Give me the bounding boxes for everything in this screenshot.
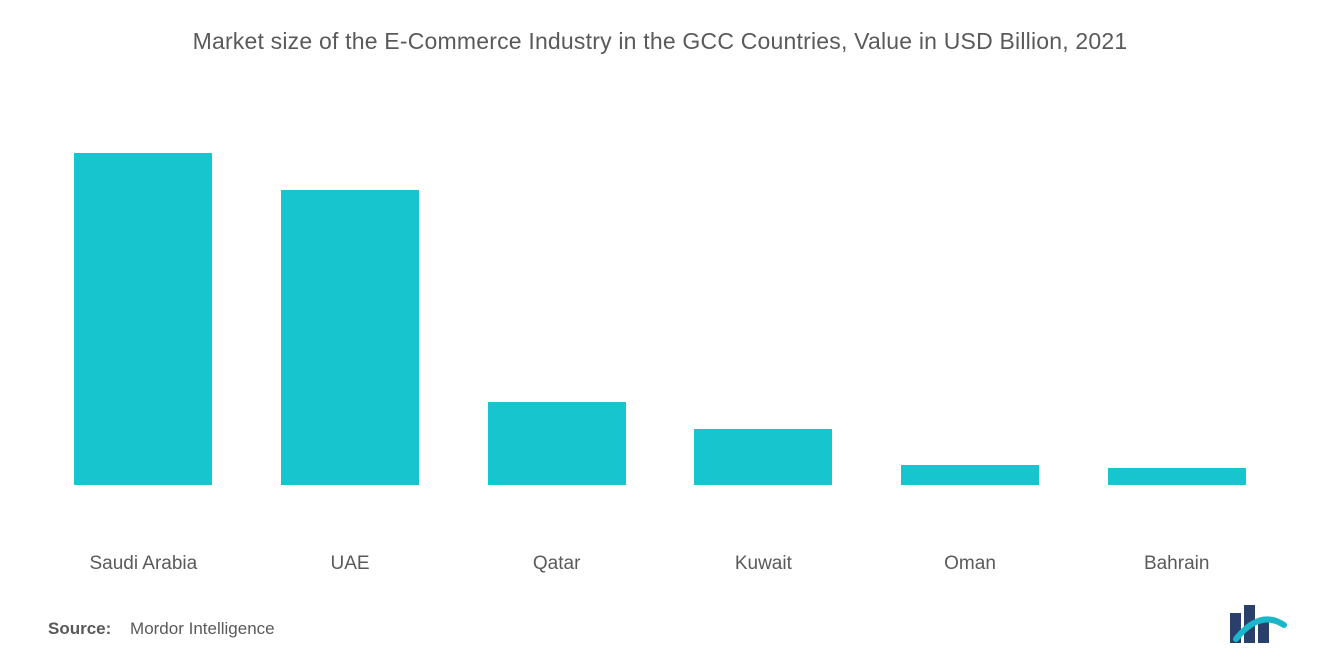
bar-slot — [867, 120, 1074, 485]
bar-bahrain — [1108, 468, 1246, 485]
x-label: UAE — [247, 553, 454, 575]
x-label: Saudi Arabia — [40, 553, 247, 575]
x-label: Kuwait — [660, 553, 867, 575]
bars-container — [40, 120, 1280, 485]
bar-uae — [281, 190, 419, 485]
plot-area — [40, 120, 1280, 485]
bar-slot — [453, 120, 660, 485]
bar-slot — [40, 120, 247, 485]
mordor-logo-icon — [1228, 603, 1290, 647]
source-label: Source: — [48, 619, 111, 638]
bar-kuwait — [694, 429, 832, 485]
bar-oman — [901, 465, 1039, 485]
x-label: Qatar — [453, 553, 660, 575]
chart-area: Saudi Arabia UAE Qatar Kuwait Oman Bahra… — [40, 120, 1280, 535]
bar-slot — [660, 120, 867, 485]
x-label: Oman — [867, 553, 1074, 575]
bar-saudi-arabia — [74, 153, 212, 485]
source-text: Mordor Intelligence — [130, 619, 275, 638]
bar-slot — [247, 120, 454, 485]
bar-slot — [1073, 120, 1280, 485]
source-footer: Source: Mordor Intelligence — [48, 619, 275, 639]
x-axis-labels: Saudi Arabia UAE Qatar Kuwait Oman Bahra… — [40, 553, 1280, 575]
bar-qatar — [488, 402, 626, 485]
x-label: Bahrain — [1073, 553, 1280, 575]
chart-title: Market size of the E-Commerce Industry i… — [0, 0, 1320, 55]
